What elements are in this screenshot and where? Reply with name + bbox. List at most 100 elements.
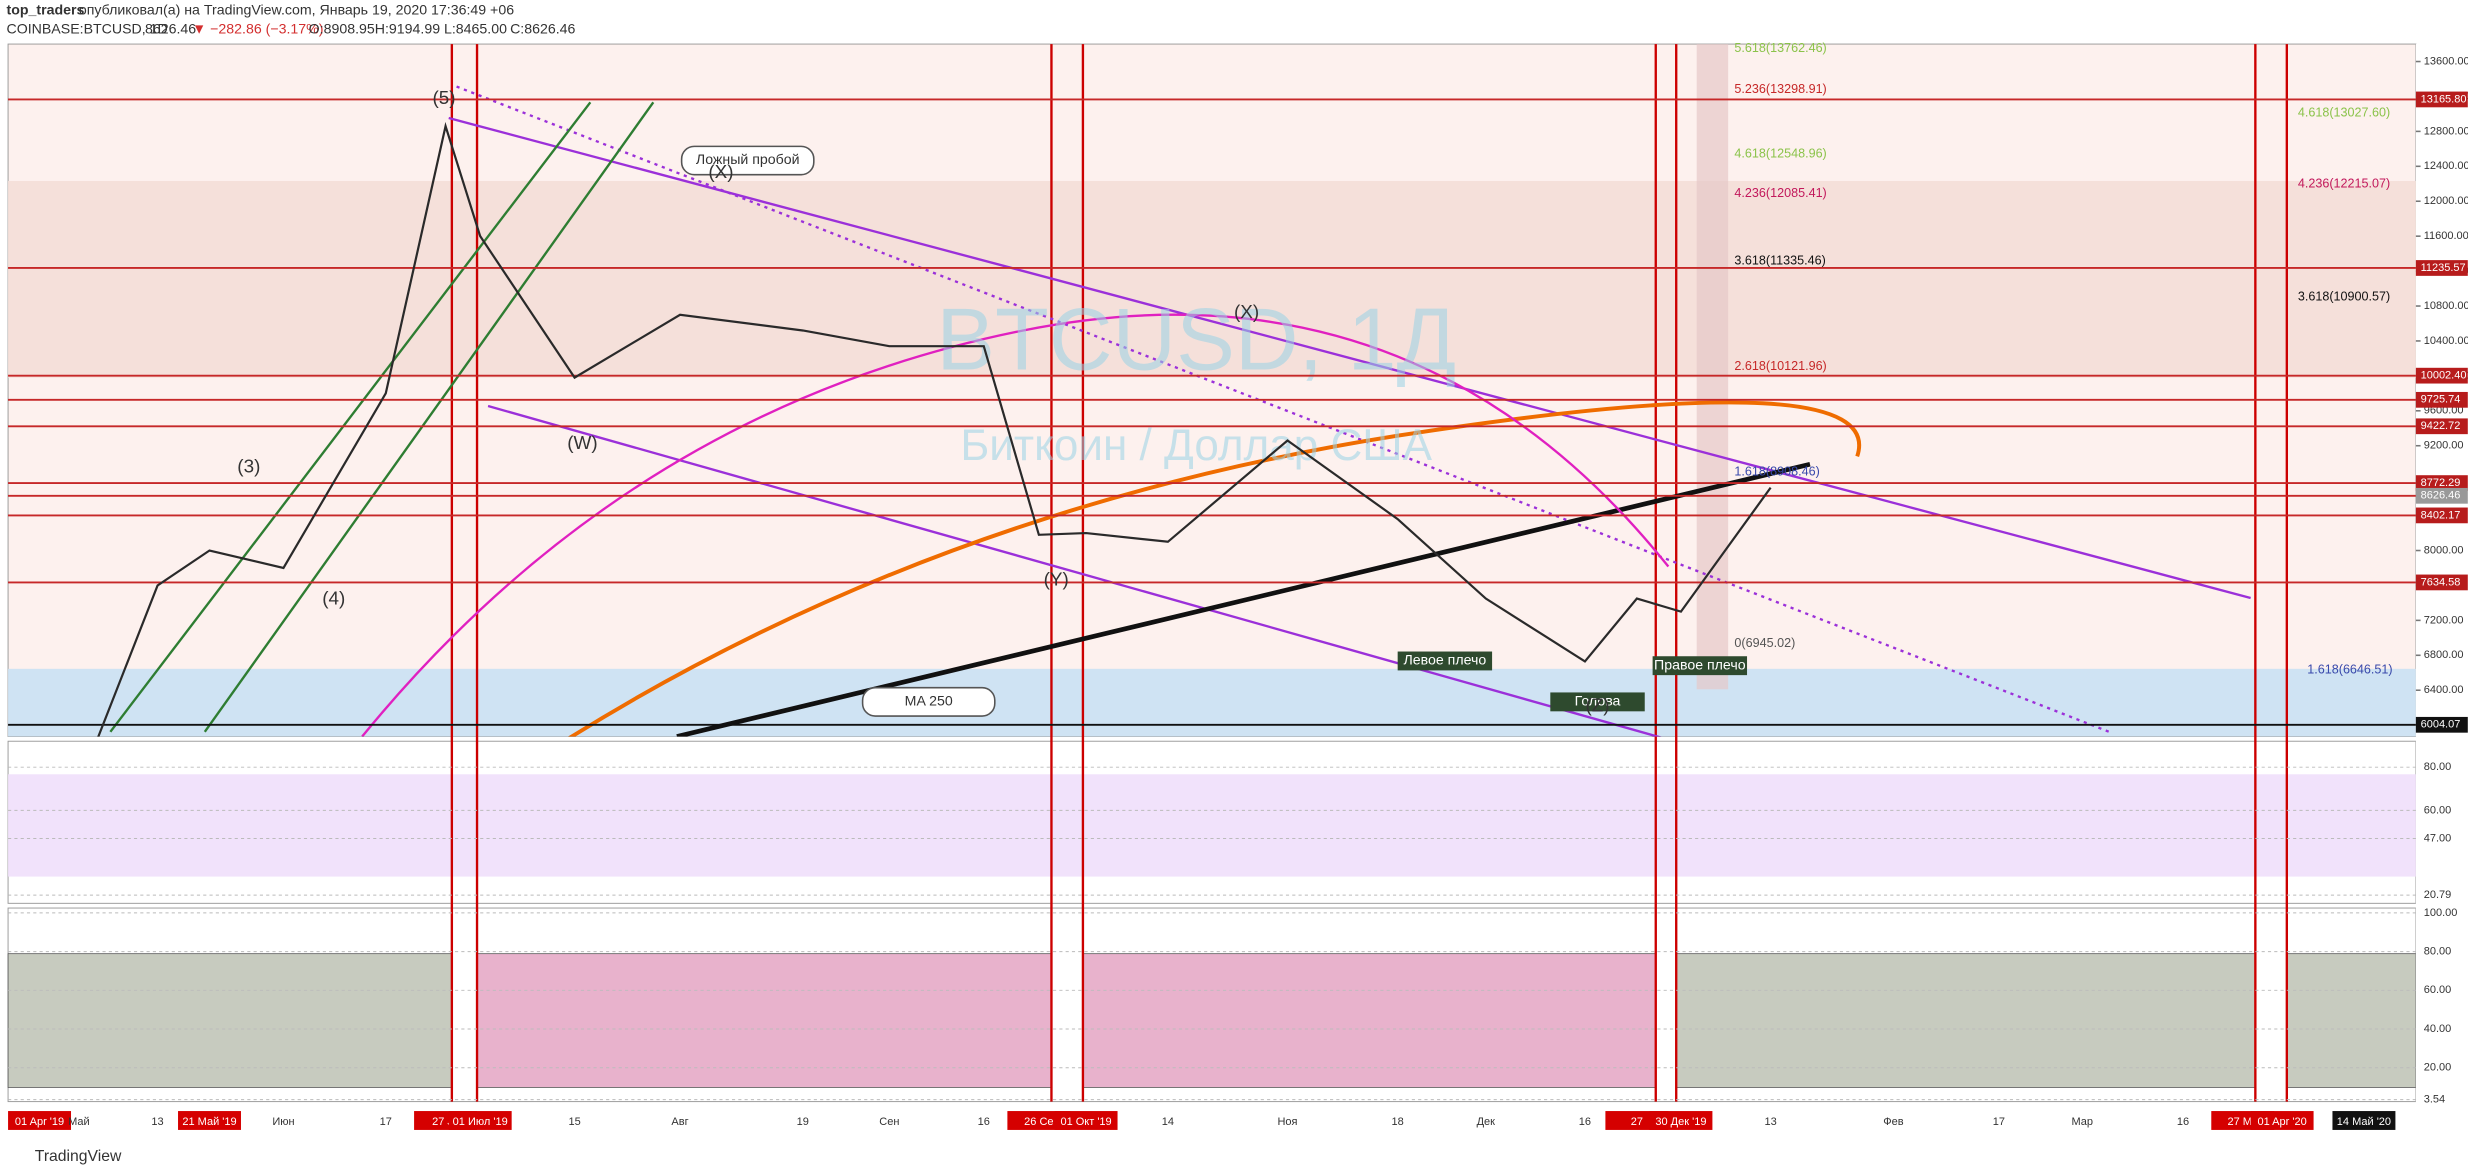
x-tick-label: 16 bbox=[978, 1116, 990, 1128]
vertical-lines bbox=[450, 44, 2289, 1102]
x-tick-label: Июн bbox=[272, 1116, 294, 1128]
change: ▼ −282.86 (−3.17%) bbox=[192, 22, 323, 38]
y-tick-label: 80.00 bbox=[2424, 761, 2452, 773]
price-series bbox=[97, 121, 1772, 737]
price-line bbox=[97, 121, 1772, 737]
price-label-bg bbox=[2415, 91, 2468, 108]
fib-label: 3.618(10900.57) bbox=[2298, 290, 2390, 304]
y-tick-label: 60.00 bbox=[2424, 984, 2452, 996]
price-label-bg bbox=[2415, 418, 2468, 435]
y-tick-label: 3.54 bbox=[2424, 1094, 2445, 1106]
price-label-bg bbox=[2415, 260, 2468, 276]
price-label: 6004.07 bbox=[2421, 719, 2461, 731]
x-tick-label: 17 bbox=[1993, 1116, 2005, 1128]
x-tick-label: 16 bbox=[2177, 1116, 2189, 1128]
x-tick-label: 16 bbox=[1579, 1116, 1591, 1128]
box bbox=[7, 953, 453, 1088]
y-tick-label: 7200.00 bbox=[2424, 614, 2464, 626]
annotation: (Y) bbox=[1044, 570, 1069, 591]
fib-column bbox=[1696, 44, 1729, 690]
fib-label: 1.618(6646.51) bbox=[2307, 663, 2392, 677]
date-label-bg bbox=[178, 1111, 241, 1130]
price-label-bg bbox=[2415, 475, 2468, 491]
y-tick-label: 13600.00 bbox=[2424, 55, 2468, 67]
y-tick-label: 80.00 bbox=[2424, 945, 2452, 957]
x-tick-label: 27 Ma bbox=[2227, 1116, 2258, 1128]
callout bbox=[1652, 656, 1748, 676]
annotation: Голова bbox=[1575, 694, 1621, 710]
author: top_traders bbox=[6, 3, 84, 19]
x-tick-label: Авг bbox=[671, 1116, 688, 1128]
x-tick-label: 27 Ju bbox=[432, 1116, 459, 1128]
y-tick-label: 9200.00 bbox=[2424, 440, 2464, 452]
y-tick-label: 20.79 bbox=[2424, 889, 2452, 901]
fib-label: 4.618(12548.96) bbox=[1734, 147, 1826, 161]
fib-label: 4.236(12085.41) bbox=[1734, 186, 1826, 200]
fib-label: 5.236(13298.91) bbox=[1734, 82, 1826, 96]
annotation: MA 250 bbox=[905, 694, 953, 710]
y-tick-label: 6400.00 bbox=[2424, 684, 2464, 696]
fib-label: 2.618(10121.96) bbox=[1734, 359, 1826, 373]
fib-label: 4.236(12215.07) bbox=[2298, 176, 2390, 190]
y-tick-label: 10800.00 bbox=[2424, 300, 2468, 312]
x-tick-label: 14 Май '20 bbox=[2337, 1116, 2391, 1128]
annotation: (Z) bbox=[1585, 696, 1609, 717]
box bbox=[2286, 953, 2417, 1088]
callout bbox=[1397, 651, 1493, 671]
x-tick-label: Мар bbox=[2071, 1116, 2093, 1128]
price-label-bg bbox=[2415, 487, 2468, 504]
x-tick-label: Май bbox=[68, 1116, 90, 1128]
price-label: 8626.46 bbox=[2421, 490, 2461, 502]
date-label-bg bbox=[2250, 1111, 2314, 1130]
annotation: Левое плечо bbox=[1403, 653, 1486, 669]
price-label: 8402.17 bbox=[2421, 509, 2461, 521]
price-label: 10002.40 bbox=[2421, 370, 2467, 382]
box bbox=[476, 953, 1052, 1088]
x-tick-label: 21 Май '19 bbox=[182, 1116, 236, 1128]
date-label-bg bbox=[1007, 1111, 1071, 1130]
y-tick-label: 12400.00 bbox=[2424, 160, 2468, 172]
fib-label: 4.618(13027.60) bbox=[2298, 106, 2390, 120]
price-label: 8772.29 bbox=[2421, 477, 2461, 489]
y-tick-label: 60.00 bbox=[2424, 804, 2452, 816]
date-label-bg bbox=[448, 1111, 512, 1130]
rsi-band bbox=[8, 774, 2416, 877]
low: L:8465.00 bbox=[444, 22, 507, 38]
time-axis bbox=[0, 1107, 2468, 1137]
y-tick-label: 10400.00 bbox=[2424, 335, 2468, 347]
date-label-bg bbox=[8, 1111, 72, 1130]
x-tick-label: Ноя bbox=[1277, 1116, 1297, 1128]
x-tick-label: 19 bbox=[797, 1116, 809, 1128]
watermark-sub: Биткоин / Доллар США bbox=[960, 421, 1432, 470]
date-label-bg bbox=[2332, 1111, 2396, 1130]
main-pane bbox=[7, 43, 2417, 737]
price-label-bg bbox=[2415, 367, 2468, 384]
x-tick-label: 30 Дек '19 bbox=[1655, 1116, 1706, 1128]
x-tick-label: 01 Окт '19 bbox=[1060, 1116, 1111, 1128]
y-tick-label: 11600.00 bbox=[2424, 230, 2468, 242]
fib-label: 1.618(8908.46) bbox=[1734, 464, 1819, 478]
watermark: BTCUSD, 1Д bbox=[936, 290, 1456, 389]
annotation: Правое плечо bbox=[1654, 657, 1746, 673]
price-label: 11235.57 bbox=[2421, 262, 2466, 274]
x-tick-label: 01 Apr '19 bbox=[15, 1116, 64, 1128]
x-tick-label: 01 Июл '19 bbox=[453, 1116, 508, 1128]
annotation: Ложный пробой bbox=[696, 152, 800, 168]
annotation: (5) bbox=[432, 88, 455, 109]
box bbox=[1082, 953, 1657, 1088]
zone bbox=[8, 180, 2416, 378]
open: O:8908.95 bbox=[309, 22, 375, 38]
x-tick-label: Сен bbox=[879, 1116, 899, 1128]
price-label-bg bbox=[2415, 716, 2468, 733]
callout bbox=[861, 686, 996, 717]
callout bbox=[680, 145, 815, 176]
x-tick-label: 27 bbox=[1631, 1116, 1643, 1128]
close: C:8626.46 bbox=[510, 22, 575, 38]
box bbox=[1675, 953, 2256, 1088]
x-tick-label: 14 bbox=[1162, 1116, 1174, 1128]
x-tick-label: 01 Apr '20 bbox=[2258, 1116, 2307, 1128]
y-tick-label: 20.00 bbox=[2424, 1062, 2452, 1074]
callout bbox=[1550, 692, 1645, 712]
annotation: (3) bbox=[237, 456, 260, 477]
footer: TradingView bbox=[35, 1148, 122, 1165]
